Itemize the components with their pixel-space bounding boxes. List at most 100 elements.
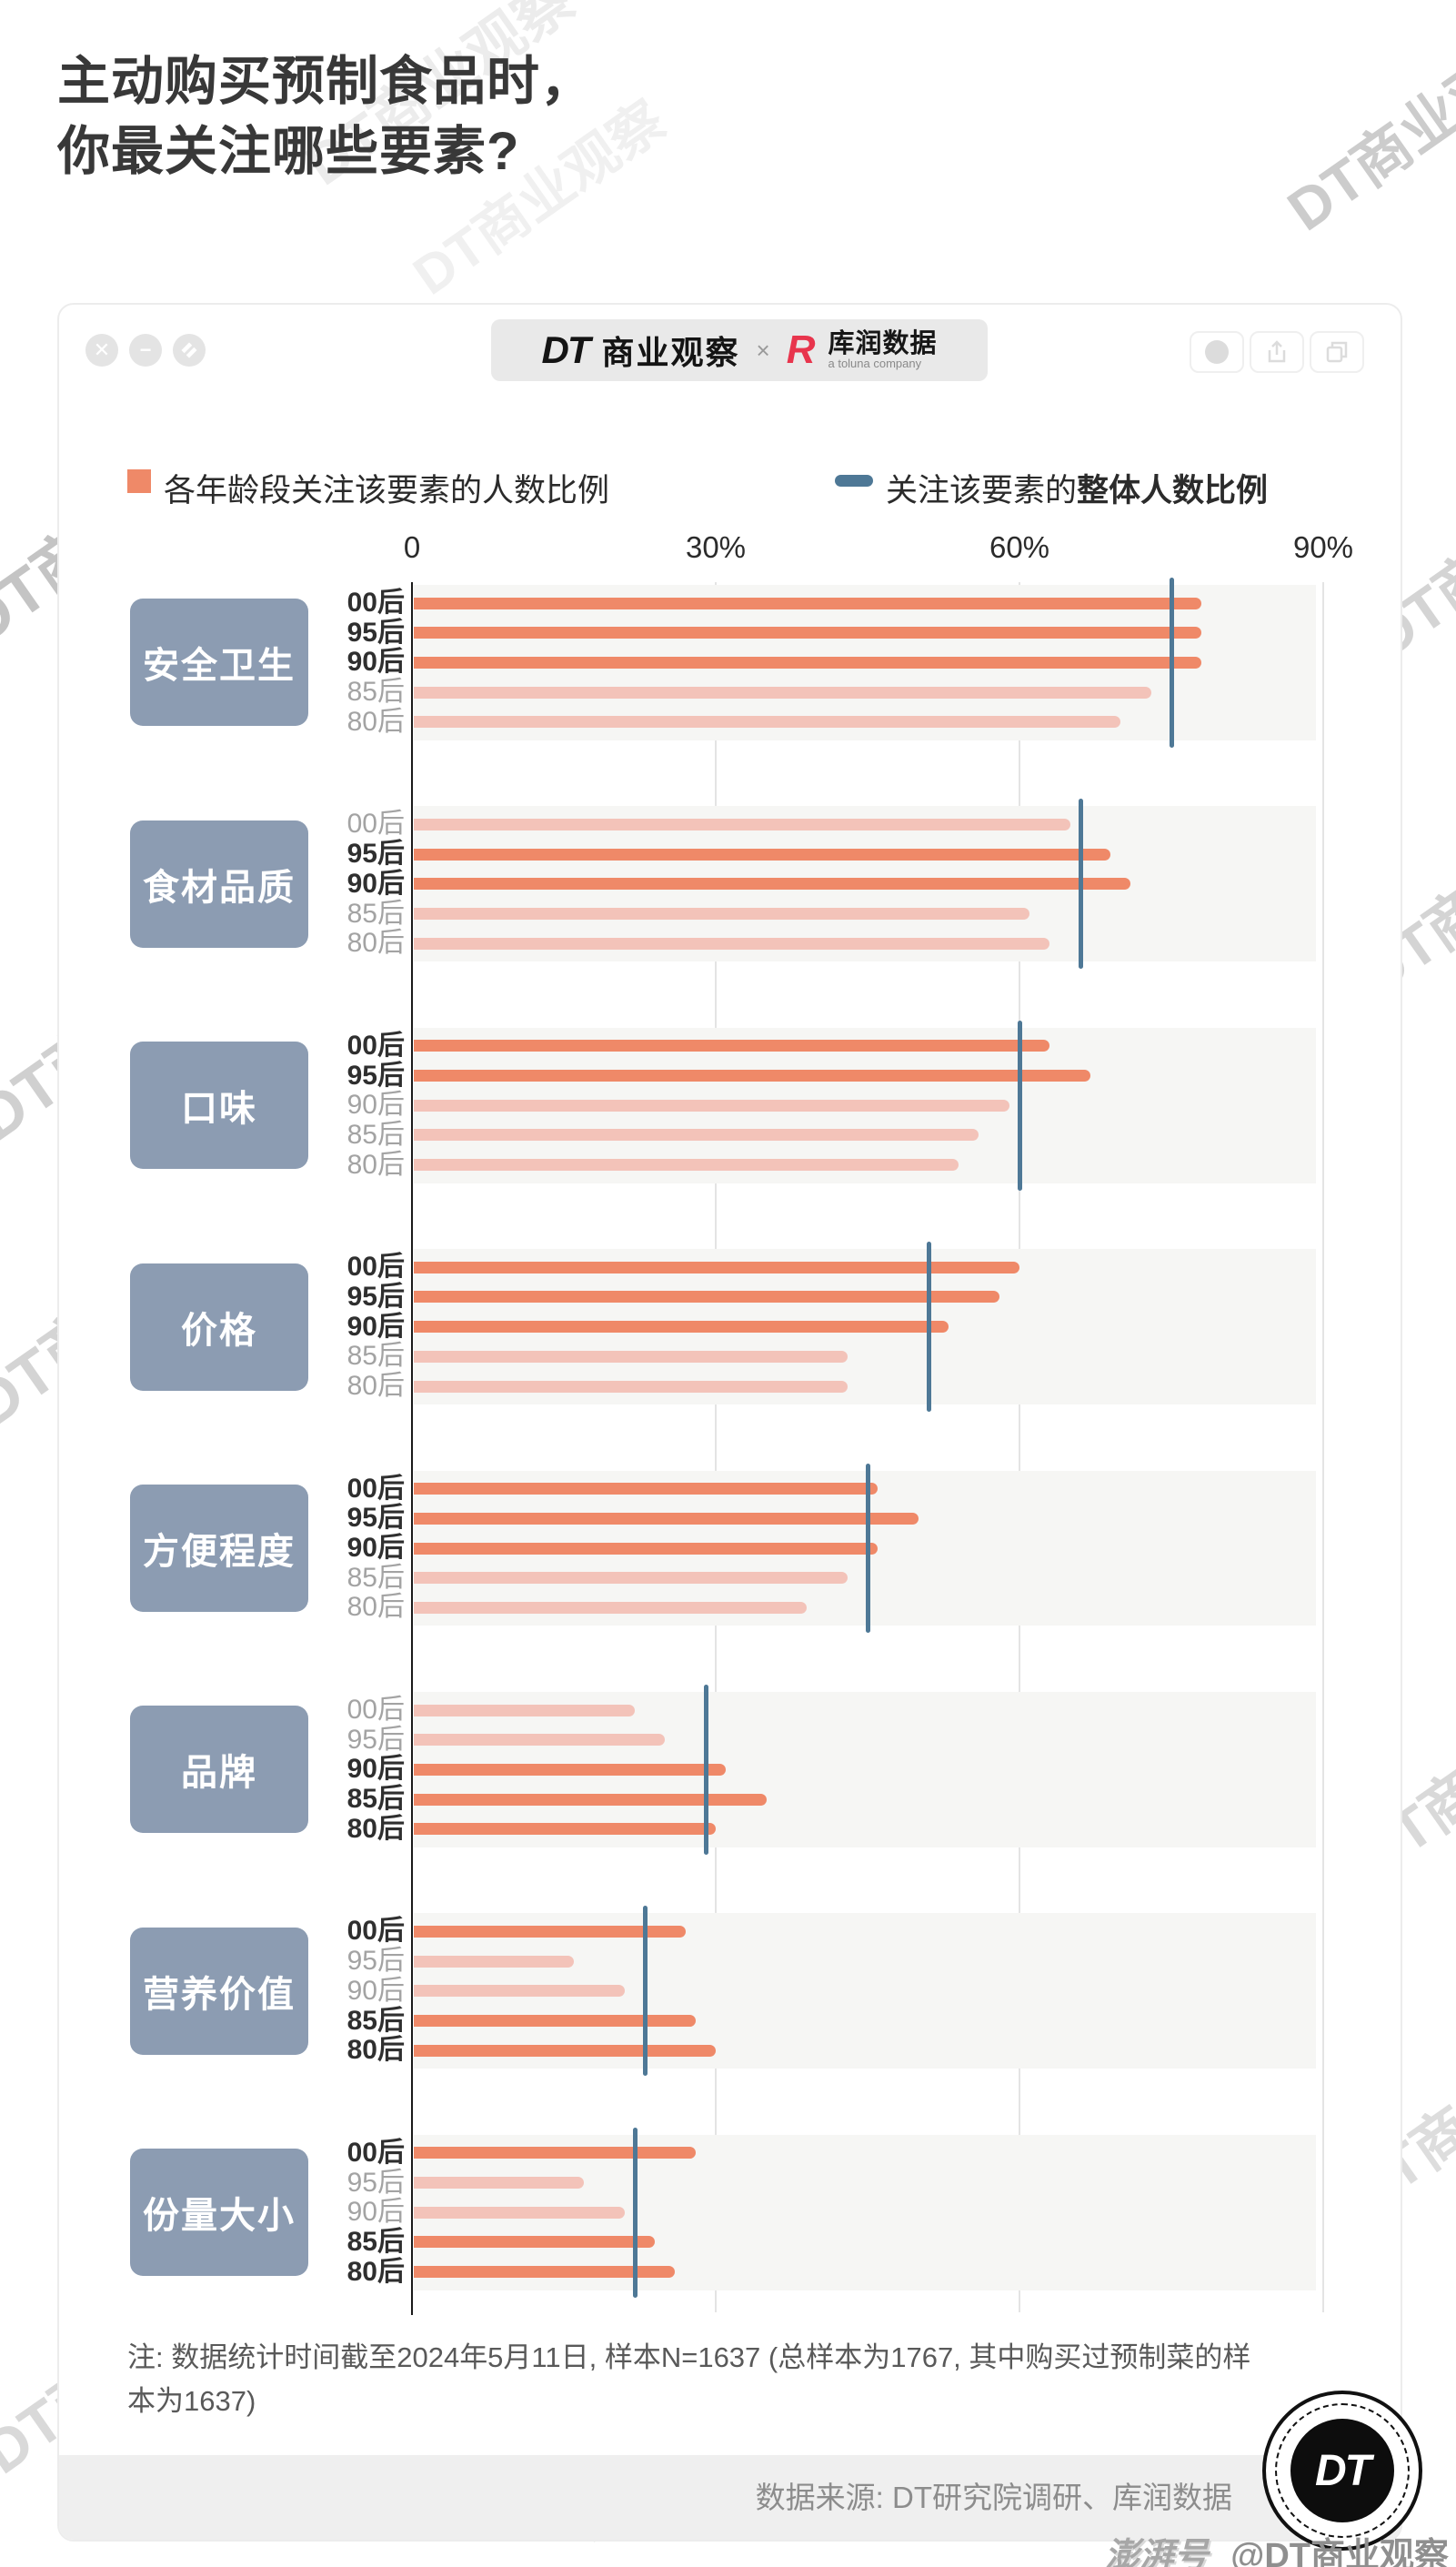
overall-marker-品牌	[704, 1685, 708, 1855]
bar-口味-80后	[414, 1159, 959, 1171]
category-label: 营养价值	[143, 1974, 296, 2015]
legend-line-bold: 整体人数比例	[1077, 473, 1269, 508]
category-label-box: 品牌	[130, 1706, 308, 1834]
age-label-80后: 80后	[346, 1813, 405, 1844]
bar-安全卫生-80后	[414, 716, 1120, 728]
age-label-85后: 85后	[346, 2226, 405, 2257]
category-label-box: 方便程度	[130, 1485, 308, 1612]
bar-食材品质-85后	[414, 908, 1029, 920]
age-label-90后: 90后	[346, 647, 405, 678]
age-label-00后: 00后	[346, 1030, 405, 1061]
close-icon: ✕	[93, 338, 111, 361]
gridline-60	[1019, 582, 1020, 2312]
bar-价格-95后	[414, 1291, 999, 1303]
age-label-85后: 85后	[346, 1562, 405, 1593]
bar-食材品质-80后	[414, 938, 1049, 950]
age-label-85后: 85后	[346, 2005, 405, 2036]
age-label-95后: 95后	[346, 617, 405, 648]
title-line1: 主动购买预制食品时，	[57, 52, 595, 111]
platform-badge: 澎湃号 @DT商业观察	[1105, 2527, 1449, 2567]
bar-份量大小-95后	[414, 2177, 584, 2189]
category-label: 安全卫生	[143, 646, 296, 687]
category-label-box: 口味	[130, 1042, 308, 1170]
age-label-00后: 00后	[346, 588, 405, 618]
bar-价格-90后	[414, 1321, 949, 1333]
category-label: 食材品质	[143, 867, 296, 908]
age-label-95后: 95后	[346, 1724, 405, 1755]
age-label-95后: 95后	[346, 2167, 405, 2198]
age-label-90后: 90后	[346, 2197, 405, 2228]
x-tick-60: 60%	[989, 530, 1050, 564]
age-label-00后: 00后	[346, 809, 405, 840]
gridline-30	[715, 582, 717, 2312]
category-label-box: 营养价值	[130, 1927, 308, 2055]
bar-品牌-90后	[414, 1764, 726, 1776]
share-icon	[1268, 340, 1286, 363]
age-label-80后: 80后	[346, 1371, 405, 1401]
bar-份量大小-85后	[414, 2236, 655, 2248]
age-label-95后: 95后	[346, 1060, 405, 1091]
brand-pill: DT 商业观察 × R 库润数据 a toluna company	[491, 319, 988, 381]
category-label: 份量大小	[143, 2196, 296, 2237]
age-label-85后: 85后	[346, 1119, 405, 1150]
overall-marker-营养价值	[643, 1906, 648, 2077]
account-handle: @DT商业观察	[1230, 2537, 1449, 2567]
category-label: 方便程度	[143, 1532, 296, 1572]
legend-bar-swatch	[127, 469, 151, 493]
category-label-box: 份量大小	[130, 2149, 308, 2277]
minimize-icon: −	[139, 338, 152, 361]
age-label-80后: 80后	[346, 1149, 405, 1180]
title-line2: 你最关注哪些要素?	[57, 121, 520, 181]
bar-食材品质-00后	[414, 819, 1070, 830]
resize-button[interactable]	[173, 334, 206, 367]
share-button[interactable]	[1250, 331, 1304, 373]
age-label-95后: 95后	[346, 1281, 405, 1312]
partner-subtitle: a toluna company	[828, 357, 922, 371]
minimize-button[interactable]: −	[129, 334, 162, 367]
bar-口味-90后	[414, 1100, 1009, 1112]
age-label-85后: 85后	[346, 1784, 405, 1815]
bar-品牌-85后	[414, 1794, 767, 1806]
data-source-text: 数据来源: DT研究院调研、库润数据	[755, 2481, 1232, 2514]
overall-marker-安全卫生	[1170, 578, 1174, 748]
bar-营养价值-00后	[414, 1926, 686, 1938]
legend-line-prefix: 关注该要素的	[886, 473, 1078, 508]
bar-安全卫生-00后	[414, 598, 1201, 609]
bar-食材品质-90后	[414, 878, 1130, 890]
bar-方便程度-00后	[414, 1483, 878, 1495]
bar-营养价值-85后	[414, 2015, 696, 2027]
footnote-text: 注: 数据统计时间截至2024年5月11日, 样本N=1637 (总样本为176…	[127, 2341, 1251, 2418]
record-button[interactable]	[1190, 331, 1244, 373]
category-label: 品牌	[181, 1753, 257, 1794]
dt-stamp-text: DT	[1315, 2446, 1371, 2495]
collab-x-icon: ×	[756, 336, 770, 364]
dt-stamp-disc: DT	[1290, 2419, 1394, 2522]
bar-份量大小-80后	[414, 2266, 675, 2278]
category-label-box: 食材品质	[130, 820, 308, 948]
category-label-box: 安全卫生	[130, 599, 308, 727]
copy-button[interactable]	[1310, 331, 1364, 373]
y-axis-line	[411, 582, 413, 2315]
page-title: 主动购买预制食品时， 你最关注哪些要素?	[57, 47, 594, 186]
age-label-95后: 95后	[346, 1946, 405, 1977]
age-label-85后: 85后	[346, 677, 405, 708]
close-button[interactable]: ✕	[85, 334, 118, 367]
bar-安全卫生-90后	[414, 657, 1201, 669]
overall-marker-价格	[927, 1242, 931, 1412]
kurun-logo-icon: R	[786, 327, 816, 372]
partner-block: 库润数据 a toluna company	[828, 330, 937, 370]
bar-口味-95后	[414, 1070, 1090, 1082]
age-label-00后: 00后	[346, 1252, 405, 1283]
partner-name: 库润数据	[828, 328, 938, 358]
footer-band: 数据来源: DT研究院调研、库润数据	[59, 2455, 1401, 2540]
x-tick-30: 30%	[685, 530, 747, 564]
bar-方便程度-85后	[414, 1572, 848, 1584]
age-label-80后: 80后	[346, 706, 405, 737]
bar-价格-80后	[414, 1381, 848, 1393]
category-label-box: 价格	[130, 1263, 308, 1391]
category-label: 口味	[181, 1089, 257, 1130]
bar-品牌-80后	[414, 1823, 716, 1835]
category-label: 价格	[181, 1310, 257, 1351]
brand-name: 商业观察	[601, 334, 740, 371]
